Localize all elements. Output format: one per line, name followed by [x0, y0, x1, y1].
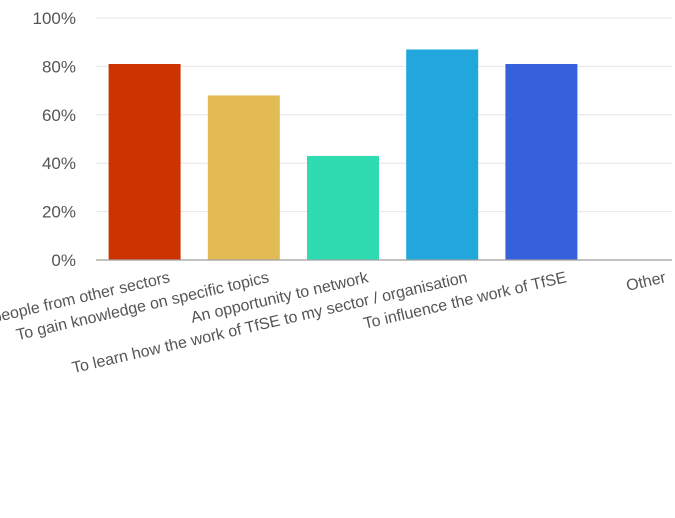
bar [307, 155, 379, 260]
y-axis-tick-labels: 0% 20% 40% 60% 80% 100% [33, 9, 76, 270]
x-category-label: Other [625, 269, 668, 295]
bar [406, 49, 479, 261]
y-tick-label: 0% [51, 251, 76, 270]
y-tick-label: 100% [33, 9, 76, 28]
bar [108, 63, 181, 261]
y-tick-label: 20% [42, 203, 76, 222]
bar [207, 95, 280, 260]
y-tick-label: 80% [42, 57, 76, 76]
y-tick-label: 60% [42, 106, 76, 125]
y-tick-label: 40% [42, 154, 76, 173]
bar [505, 63, 578, 261]
gridlines [96, 17, 672, 213]
bars [108, 49, 578, 261]
